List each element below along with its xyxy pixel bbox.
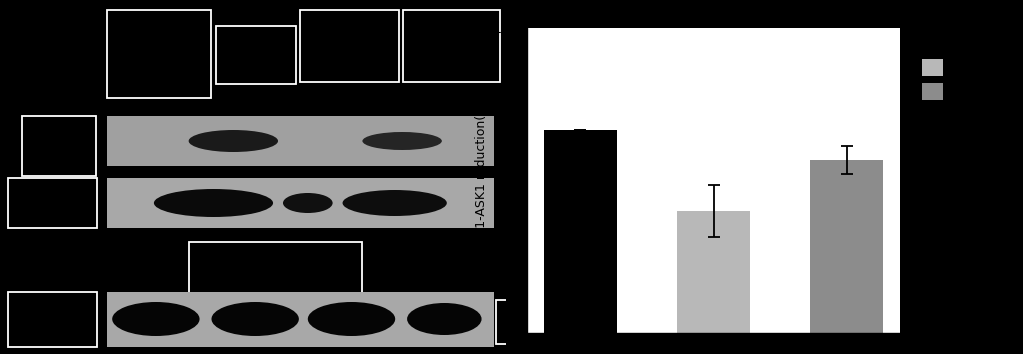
Y-axis label: GSTM1-ASK1 reduction(%): GSTM1-ASK1 reduction(%): [475, 98, 488, 263]
Ellipse shape: [308, 302, 395, 336]
Bar: [544, 130, 617, 333]
Bar: [107, 292, 494, 347]
Bar: [677, 211, 750, 333]
Ellipse shape: [188, 130, 278, 152]
Bar: [188, 242, 362, 302]
Ellipse shape: [212, 302, 299, 336]
Bar: [107, 10, 212, 98]
Bar: [21, 116, 96, 176]
Ellipse shape: [113, 302, 199, 336]
Bar: [403, 10, 500, 82]
Bar: [107, 178, 494, 228]
Title: IP:GSTM1 Ab: IP:GSTM1 Ab: [654, 3, 773, 21]
Bar: [300, 10, 399, 82]
Bar: [107, 116, 494, 166]
Ellipse shape: [343, 190, 447, 216]
Bar: [8, 292, 97, 347]
Bar: [217, 26, 296, 84]
Ellipse shape: [407, 303, 482, 335]
Bar: [496, 300, 517, 344]
Ellipse shape: [362, 132, 442, 150]
Bar: [810, 160, 883, 333]
Bar: [8, 178, 97, 228]
Ellipse shape: [283, 193, 332, 213]
Legend: Ad-NC, Ad-shTGF β1, Ad-shTGF β2: Ad-NC, Ad-shTGF β1, Ad-shTGF β2: [922, 35, 1023, 100]
Ellipse shape: [153, 189, 273, 217]
